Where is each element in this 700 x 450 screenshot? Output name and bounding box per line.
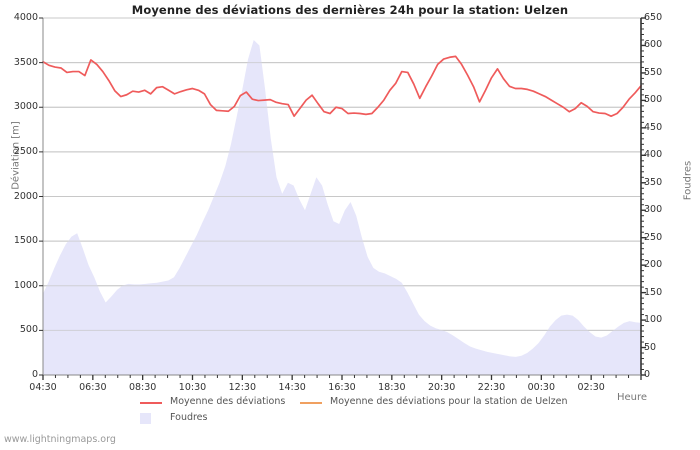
y-axis-left-tick: 0 xyxy=(31,369,38,380)
legend-line-swatch xyxy=(140,402,162,404)
y-axis-right-tick: 150 xyxy=(644,286,663,298)
x-axis-title: Heure xyxy=(617,392,648,403)
x-axis-tick: 08:30 xyxy=(128,382,157,393)
y-axis-right-tick: 450 xyxy=(644,121,663,133)
x-axis-tick: 14:30 xyxy=(278,382,306,393)
y-axis-left-tick: 4000 xyxy=(13,12,38,23)
x-axis-tick: 00:30 xyxy=(527,382,556,393)
y-axis-left-tick: 2500 xyxy=(13,145,38,157)
y-axis-left-tick: 500 xyxy=(19,324,38,336)
footer-url: www.lightningmaps.org xyxy=(4,434,116,445)
x-axis-tick: 06:30 xyxy=(79,382,107,393)
x-axis-tick: 02:30 xyxy=(577,382,605,393)
y-axis-left-tick: 1000 xyxy=(13,279,38,291)
y-axis-left-tick: 1500 xyxy=(13,235,38,247)
x-axis-tick: 16:30 xyxy=(328,382,356,393)
y-axis-left-tick: 3000 xyxy=(13,101,38,113)
legend-label: Moyenne des déviations pour la station d… xyxy=(330,396,568,407)
y-axis-right-tick: 500 xyxy=(644,94,663,106)
x-axis-tick: 20:30 xyxy=(427,382,456,393)
x-axis-tick: 22:30 xyxy=(477,382,506,393)
y-axis-right-tick: 400 xyxy=(644,149,663,161)
y-axis-right-tick: 0 xyxy=(644,369,651,380)
y-axis-left-tick: 2000 xyxy=(13,190,38,202)
y-axis-right-tick: 650 xyxy=(644,12,663,23)
x-axis-tick: 12:30 xyxy=(228,382,257,393)
y-axis-right-tick: 250 xyxy=(644,231,663,243)
chart-title: Moyenne des déviations des dernières 24h… xyxy=(131,3,569,17)
x-axis-tick: 10:30 xyxy=(178,382,207,393)
y-axis-right-tick: 600 xyxy=(644,39,663,51)
legend-line-swatch xyxy=(300,402,322,404)
y-axis-right-tick: 50 xyxy=(644,341,657,353)
y-axis-right-tick: 350 xyxy=(644,176,663,188)
y-axis-right-tick: 200 xyxy=(644,259,663,271)
y-axis-left-tick: 3500 xyxy=(13,56,38,68)
x-axis-tick: 18:30 xyxy=(378,382,406,393)
y-axis-right-tick: 300 xyxy=(644,204,663,216)
x-axis-tick: 04:30 xyxy=(29,382,57,393)
legend-label: Moyenne des déviations xyxy=(170,396,286,407)
y-axis-right-tick: 550 xyxy=(644,66,663,78)
y-axis-right-tick: 100 xyxy=(644,314,663,326)
legend-label: Foudres xyxy=(170,412,208,423)
legend-area-swatch xyxy=(140,413,151,424)
